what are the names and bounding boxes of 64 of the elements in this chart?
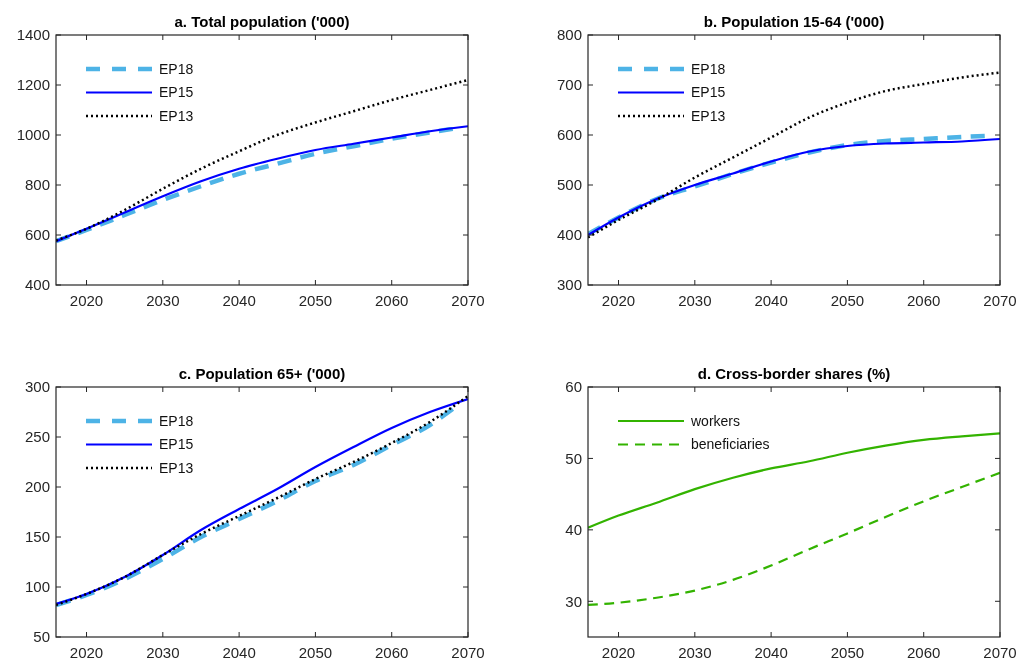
x-tick-label: 2050: [830, 292, 865, 309]
y-tick-label: 600: [24, 226, 50, 244]
legend-label: EP18: [159, 412, 194, 429]
x-tick-label: 2070: [451, 292, 485, 309]
x-tick-label: 2060: [907, 292, 941, 309]
y-tick-label: 400: [556, 226, 582, 244]
x-tick-label: 2040: [222, 644, 256, 661]
y-tick-label: 1200: [16, 76, 50, 94]
x-tick-label: 2040: [222, 292, 256, 309]
x-tick-label: 2030: [146, 644, 180, 661]
y-tick-label: 1400: [16, 26, 50, 44]
y-tick-label: 600: [556, 126, 582, 144]
legend-label: workers: [690, 412, 741, 429]
y-tick-label: 400: [24, 276, 50, 294]
x-tick-label: 2060: [375, 292, 409, 309]
chart-title: b. Population 15-64 ('000): [703, 13, 885, 30]
legend-label: EP15: [159, 436, 194, 453]
y-tick-label: 700: [556, 76, 582, 94]
legend-label: EP13: [159, 459, 194, 476]
y-tick-label: 60: [565, 378, 582, 396]
line-series: [56, 78, 468, 242]
x-tick-label: 2020: [69, 644, 104, 661]
x-tick-label: 2030: [678, 644, 712, 661]
y-tick-label: 200: [24, 478, 50, 496]
x-tick-label: 2020: [601, 644, 636, 661]
x-tick-label: 2070: [983, 292, 1017, 309]
y-tick-label: 500: [556, 176, 582, 194]
chart-title: d. Cross-border shares (%): [697, 365, 891, 382]
y-tick-label: 50: [565, 449, 582, 467]
chart-title: c. Population 65+ ('000): [178, 365, 346, 382]
x-tick-label: 2040: [754, 292, 788, 309]
x-tick-label: 2050: [298, 292, 333, 309]
legend-label: EP13: [691, 107, 726, 124]
x-tick-label: 2060: [907, 644, 941, 661]
legend-label: EP18: [691, 60, 726, 77]
legend-label: EP15: [159, 84, 194, 101]
y-tick-label: 300: [556, 276, 582, 294]
x-tick-label: 2050: [298, 644, 333, 661]
y-tick-label: 150: [24, 528, 50, 546]
y-tick-label: 800: [24, 176, 50, 194]
x-tick-label: 2020: [601, 292, 636, 309]
y-tick-label: 50: [33, 628, 50, 646]
legend-label: beneficiaries: [691, 436, 770, 453]
legend-label: EP13: [159, 107, 194, 124]
legend-label: EP18: [159, 60, 194, 77]
line-series: [588, 432, 1000, 529]
legend-label: EP15: [691, 84, 726, 101]
y-tick-label: 300: [24, 378, 50, 396]
chart-title: a. Total population ('000): [174, 13, 350, 30]
x-tick-label: 2070: [451, 644, 485, 661]
x-tick-label: 2050: [830, 644, 865, 661]
x-tick-label: 2020: [69, 292, 104, 309]
y-tick-label: 800: [556, 26, 582, 44]
y-tick-label: 40: [565, 521, 582, 539]
y-tick-label: 250: [24, 428, 50, 446]
y-tick-label: 100: [24, 578, 50, 596]
x-tick-label: 2030: [678, 292, 712, 309]
x-tick-label: 2030: [146, 292, 180, 309]
x-tick-label: 2060: [375, 644, 409, 661]
x-tick-label: 2040: [754, 644, 788, 661]
x-tick-label: 2070: [983, 644, 1017, 661]
line-series: [588, 471, 1000, 606]
y-tick-label: 1000: [16, 126, 50, 144]
y-tick-label: 30: [565, 592, 582, 610]
